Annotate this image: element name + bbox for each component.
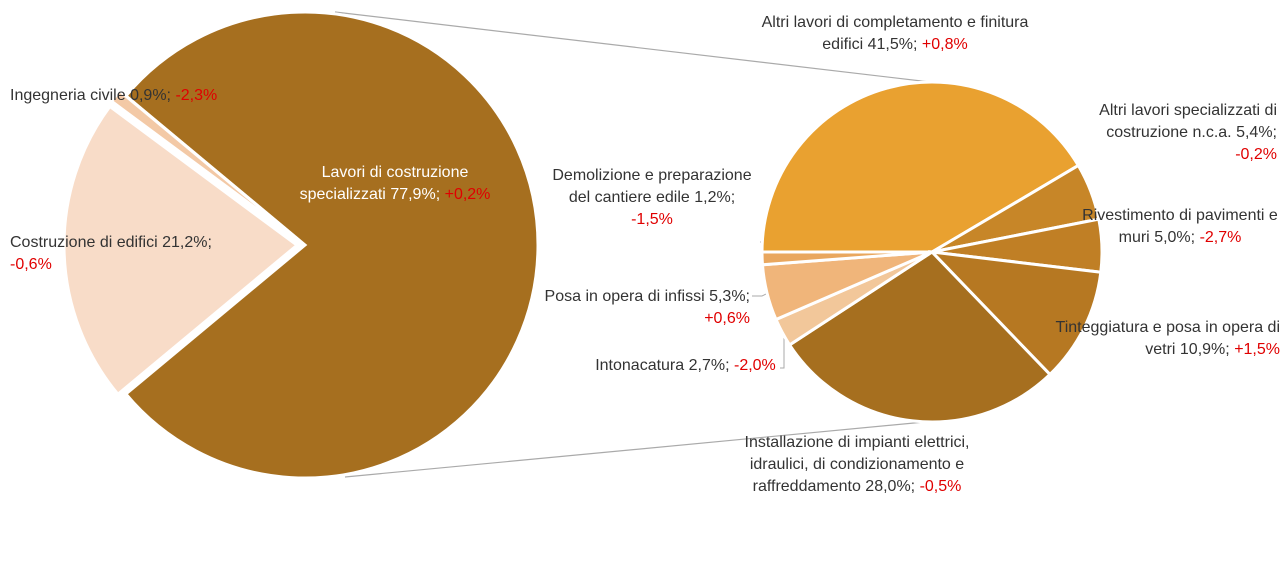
- change-label: +0,2%: [444, 186, 491, 203]
- value-label: 41,5%: [867, 36, 913, 53]
- change-label: +1,5%: [1234, 341, 1280, 358]
- category-label: Ingegneria civile: [10, 87, 126, 104]
- pie-slice: [62, 104, 300, 397]
- category-label: Altri lavori di completamento e finitura…: [761, 14, 1029, 53]
- separator: ;: [910, 478, 916, 495]
- value-label: 5,3%: [709, 288, 746, 305]
- separator: ;: [730, 189, 736, 206]
- category-label: Installazione di impianti elettrici, idr…: [744, 434, 970, 495]
- category-label: Tinteggiatura e posa in opera di vetri: [1055, 319, 1280, 358]
- change-label: -0,2%: [1235, 146, 1277, 163]
- slice-label: Demolizione e preparazione del cantiere …: [552, 165, 752, 231]
- separator: ;: [745, 288, 750, 305]
- value-label: 28,0%: [865, 478, 911, 495]
- change-label: +0,6%: [704, 310, 750, 327]
- slice-label: Lavori di costruzione specializzati 77,9…: [285, 162, 505, 206]
- pie-slice: [109, 88, 300, 242]
- separator: ;: [1190, 229, 1196, 246]
- slice-label: Tinteggiatura e posa in opera di vetri 1…: [1050, 317, 1280, 361]
- separator: ;: [207, 234, 212, 251]
- change-label: -2,3%: [175, 87, 218, 104]
- slice-label: Posa in opera di infissi 5,3%; +0,6%: [520, 286, 750, 330]
- value-label: 5,4%: [1236, 124, 1273, 141]
- change-label: -2,7%: [1199, 229, 1242, 246]
- slice-label: Rivestimento di pavimenti e muri 5,0%; -…: [1080, 205, 1280, 249]
- slice-label: Costruzione di edifici 21,2%; -0,6%: [10, 232, 230, 276]
- value-label: 10,9%: [1179, 341, 1226, 358]
- slice-label: Altri lavori di completamento e finitura…: [745, 12, 1045, 56]
- category-label: Posa in opera di infissi: [544, 288, 705, 305]
- value-label: 0,9%: [130, 87, 167, 104]
- value-label: 1,2%: [694, 189, 731, 206]
- slice-label: Intonacatura 2,7%; -2,0%: [578, 355, 793, 377]
- pie-slice: [760, 80, 1081, 254]
- slice-label: Installazione di impianti elettrici, idr…: [737, 432, 977, 498]
- separator: ;: [913, 36, 918, 53]
- separator: ;: [166, 87, 171, 104]
- separator: ;: [1225, 341, 1230, 358]
- value-label: 77,9%: [390, 186, 436, 203]
- connector: [344, 420, 936, 478]
- value-label: 2,7%: [688, 357, 726, 374]
- pie-slice: [928, 250, 1103, 377]
- category-label: Rivestimento di pavimenti e muri: [1082, 207, 1278, 246]
- category-label: Intonacatura: [595, 357, 685, 374]
- pie-slice: [123, 10, 540, 480]
- leader-line: [780, 330, 785, 369]
- slice-label: Ingegneria civile 0,9%; -2,3%: [10, 85, 260, 107]
- change-label: -0,5%: [919, 478, 962, 495]
- pie-slice: [760, 250, 933, 267]
- slice-label: Altri lavori specializzati di costruzion…: [1065, 100, 1277, 166]
- change-label: +0,8%: [921, 36, 968, 53]
- change-label: -0,6%: [10, 256, 52, 273]
- separator: ;: [725, 357, 730, 374]
- category-label: Costruzione di edifici: [10, 234, 158, 251]
- separator: ;: [1272, 124, 1277, 141]
- change-label: -1,5%: [631, 211, 673, 228]
- change-label: -2,0%: [733, 357, 776, 374]
- pie-slice: [787, 250, 1053, 424]
- separator: ;: [435, 186, 441, 203]
- category-label: Demolizione e preparazione del cantiere …: [552, 167, 752, 206]
- value-label: 5,0%: [1154, 229, 1191, 246]
- connector: [334, 11, 931, 83]
- value-label: 21,2%: [162, 234, 208, 251]
- category-label: Altri lavori specializzati di costruzion…: [1099, 102, 1277, 141]
- category-label: Lavori di costruzione specializzati: [299, 164, 469, 203]
